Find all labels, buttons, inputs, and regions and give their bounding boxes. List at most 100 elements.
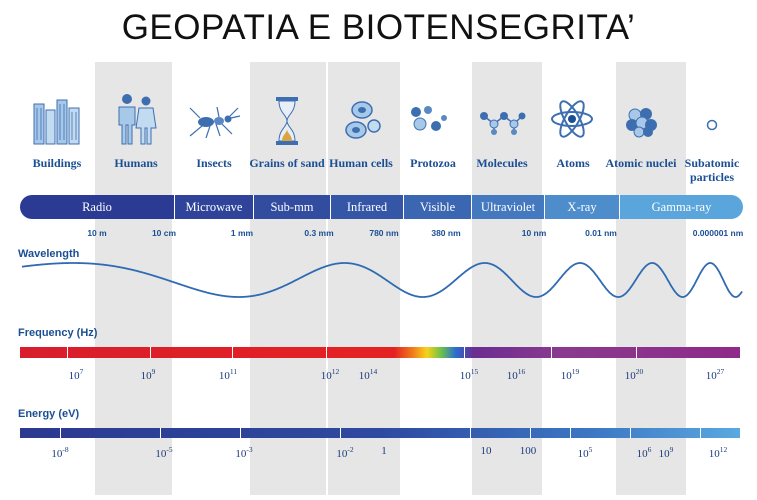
bar-divider <box>232 347 233 358</box>
energy-tick-label: 10 <box>481 445 492 457</box>
energy-tick-base: 10 <box>155 448 167 460</box>
wavelength-tick: 1 mm <box>230 228 254 238</box>
frequency-tick-exponent: 11 <box>229 367 238 376</box>
protozoa-icon <box>411 106 447 131</box>
energy-tick-base: 1 <box>381 445 387 457</box>
insect-icon <box>189 106 241 139</box>
hourglass-icon <box>276 97 298 145</box>
humans-icon <box>118 94 157 145</box>
frequency-tick-exponent: 20 <box>635 367 644 376</box>
frequency-tick-label: 1014 <box>359 367 378 382</box>
object-label: Protozoa <box>410 156 456 170</box>
energy-tick-exponent: -8 <box>62 445 69 454</box>
frequency-tick-label: 1011 <box>219 367 237 382</box>
energy-tick-base: 100 <box>519 445 537 457</box>
bar-divider <box>530 428 531 438</box>
band-sub-mm: Sub-mm <box>254 195 331 219</box>
frequency-tick-exponent: 16 <box>517 367 526 376</box>
object-label: Humans <box>114 156 158 170</box>
energy-tick-exponent: -3 <box>246 445 253 454</box>
energy-tick-exponent: -2 <box>347 445 354 454</box>
wavelength-tick: 0.01 nm <box>585 228 617 238</box>
nucleus-icon <box>626 108 657 138</box>
energy-tick-base: 10 <box>51 448 63 460</box>
spectrum-panel: Buildings Humans Insects Grains of sand Huma… <box>10 62 747 495</box>
energy-tick-exponent: 5 <box>588 445 593 454</box>
object-label: Molecules <box>476 156 528 170</box>
energy-tick-label: 10-2 <box>336 445 353 460</box>
frequency-label: Frequency (Hz) <box>18 327 98 339</box>
frequency-tick-base: 10 <box>506 370 518 382</box>
molecule-icon <box>480 112 526 135</box>
frequency-tick-base: 10 <box>320 370 332 382</box>
object-label: Atomic nuclei <box>605 156 677 170</box>
frequency-tick-base: 10 <box>560 370 572 382</box>
energy-tick-base: 10 <box>480 445 492 457</box>
frequency-tick-exponent: 7 <box>79 367 84 376</box>
bar-divider <box>150 347 151 358</box>
object-label: Insects <box>196 156 232 170</box>
frequency-tick-label: 109 <box>141 367 156 382</box>
band-radio: Radio <box>20 195 175 219</box>
energy-tick-label: 10-5 <box>155 445 172 460</box>
energy-tick-label: 105 <box>578 445 593 460</box>
frequency-tick-label: 107 <box>69 367 84 382</box>
bar-divider <box>470 428 471 438</box>
wavelength-tick: 380 nm <box>431 228 461 238</box>
band-ultraviolet: Ultraviolet <box>472 195 545 219</box>
bar-divider <box>464 347 465 358</box>
object-label: Buildings <box>32 156 82 170</box>
energy-tick-label: 109 <box>659 445 674 460</box>
energy-bar <box>20 428 740 438</box>
column-stripe <box>472 62 542 495</box>
bar-divider <box>700 428 701 438</box>
particle-icon <box>706 119 718 131</box>
frequency-tick-base: 10 <box>624 370 636 382</box>
bar-divider <box>636 347 637 358</box>
frequency-tick-base: 10 <box>218 370 230 382</box>
frequency-bar <box>20 347 740 358</box>
object-label: Atoms <box>556 156 590 170</box>
page-title: GEOPATIA E BIOTENSEGRITA’ <box>121 8 636 47</box>
frequency-tick-exponent: 19 <box>571 367 580 376</box>
atom-icon <box>551 100 593 138</box>
frequency-tick-base: 10 <box>68 370 80 382</box>
frequency-tick-label: 1015 <box>460 367 479 382</box>
wavelength-label: Wavelength <box>18 248 80 260</box>
energy-tick-exponent: 9 <box>669 445 674 454</box>
energy-tick-exponent: -5 <box>166 445 173 454</box>
frequency-tick-exponent: 12 <box>331 367 340 376</box>
band-infrared: Infrared <box>331 195 404 219</box>
energy-tick-exponent: 12 <box>719 445 728 454</box>
frequency-tick-base: 10 <box>140 370 152 382</box>
energy-tick-label: 100 <box>520 445 537 457</box>
energy-tick-exponent: 6 <box>647 445 652 454</box>
frequency-tick-exponent: 15 <box>470 367 479 376</box>
bar-divider <box>67 347 68 358</box>
object-label: Subatomic particles <box>684 156 740 184</box>
bar-divider <box>340 428 341 438</box>
energy-tick-label: 1 <box>381 445 387 457</box>
bar-divider <box>240 428 241 438</box>
band-microwave: Microwave <box>175 195 254 219</box>
energy-tick-base: 10 <box>708 448 720 460</box>
frequency-tick-base: 10 <box>358 370 370 382</box>
band-x-ray: X-ray <box>545 195 620 219</box>
energy-tick-base: 10 <box>658 448 670 460</box>
frequency-tick-label: 1020 <box>625 367 644 382</box>
frequency-tick-base: 10 <box>459 370 471 382</box>
frequency-tick-label: 1027 <box>706 367 725 382</box>
energy-tick-label: 10-8 <box>51 445 68 460</box>
wavelength-tick: 10 m <box>87 228 107 238</box>
energy-tick-label: 10-3 <box>235 445 252 460</box>
buildings-icon <box>33 99 80 145</box>
wavelength-tick: 0.3 mm <box>304 228 334 238</box>
frequency-tick-label: 1016 <box>507 367 526 382</box>
frequency-tick-exponent: 9 <box>151 367 156 376</box>
object-label: Human cells <box>329 156 393 170</box>
energy-tick-base: 10 <box>636 448 648 460</box>
bar-divider <box>60 428 61 438</box>
wavelength-tick: 10 nm <box>521 228 547 238</box>
band-gamma-ray: Gamma-ray <box>620 195 743 219</box>
bar-divider <box>551 347 552 358</box>
